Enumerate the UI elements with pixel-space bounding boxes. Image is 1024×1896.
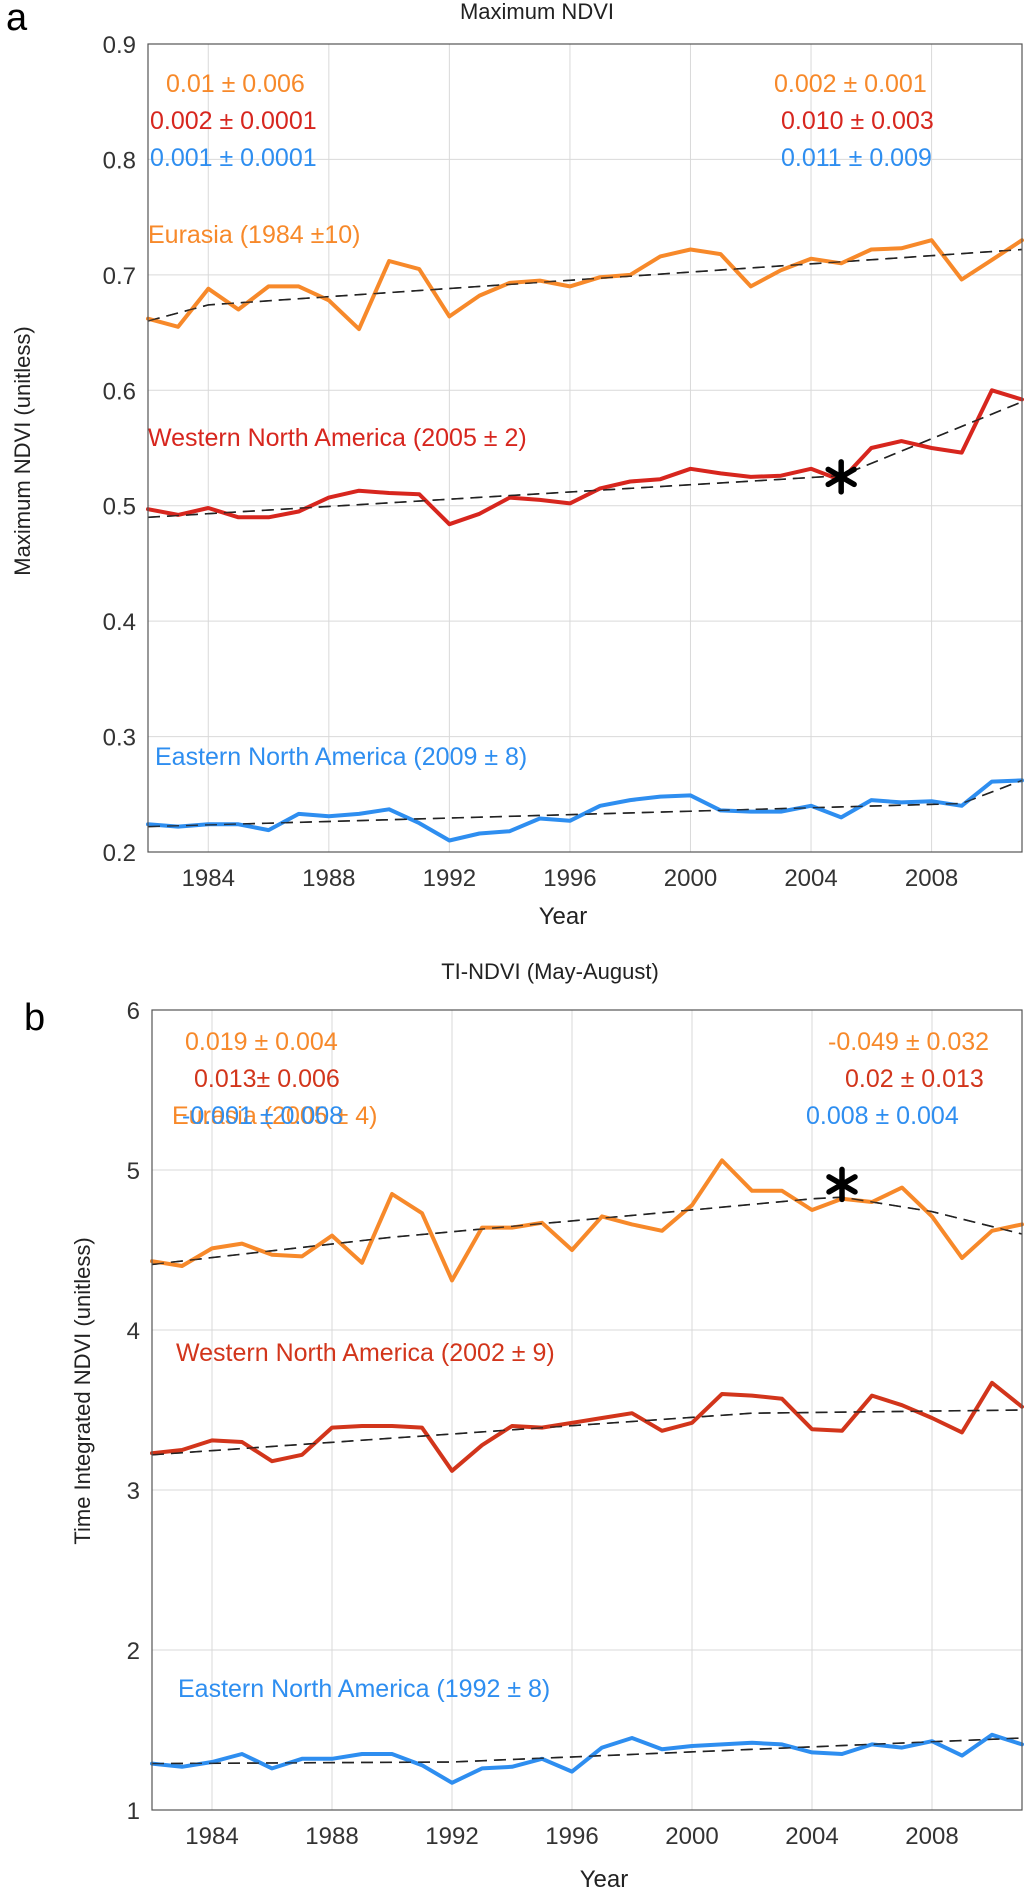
breakpoint-asterisk: [825, 459, 857, 495]
series-line-eastern: [146, 778, 1024, 843]
series-label-eastern: Eastern North America (2009 ± 8): [155, 743, 527, 771]
y-tick-label: 0.5: [103, 494, 136, 521]
x-tick-label: 1992: [425, 1823, 478, 1850]
series-line-western: [150, 1380, 1024, 1473]
y-tick-label: 6: [127, 998, 140, 1025]
x-axis-label: Year: [539, 903, 588, 930]
trend-line-overlay-eastern: [147, 779, 1023, 828]
trend-line-overlay-western: [147, 401, 1023, 518]
trend-line-western: [151, 1409, 1023, 1456]
x-tick-label: 2008: [905, 865, 958, 892]
y-tick-label: 0.3: [103, 725, 136, 752]
y-tick-label: 2: [127, 1638, 140, 1665]
y-tick-label: 4: [127, 1318, 140, 1345]
x-tick-label: 1988: [305, 1823, 358, 1850]
y-tick-label: 5: [127, 1158, 140, 1185]
x-tick-label: 1996: [545, 1823, 598, 1850]
series-line-eurasia: [146, 238, 1024, 332]
y-tick-label: 0.7: [103, 263, 136, 290]
asterisk-stroke: [826, 1174, 858, 1195]
stats-left-western: 0.013± 0.006: [194, 1065, 340, 1093]
x-tick-label: 2000: [664, 865, 717, 892]
asterisk-stroke: [825, 466, 857, 488]
trend-line-overlay-eastern: [151, 1737, 1023, 1765]
series-label-eastern: Eastern North America (1992 ± 8): [178, 1675, 550, 1703]
x-axis-label: Year: [580, 1866, 629, 1891]
x-tick-label: 2004: [785, 1823, 838, 1850]
panel-letter: b: [24, 997, 45, 1039]
trend-line-overlay-eurasia: [147, 248, 1023, 322]
trend-line-overlay-western: [151, 1409, 1023, 1456]
x-tick-label: 1988: [302, 865, 355, 892]
y-tick-label: 1: [127, 1798, 140, 1825]
y-tick-label: 0.8: [103, 147, 136, 174]
series-label-western: Western North America (2002 ± 9): [176, 1339, 555, 1367]
stats-right-western: 0.02 ± 0.013: [845, 1065, 984, 1093]
stats-right-eurasia: 0.002 ± 0.001: [774, 70, 927, 98]
series-line-western: [146, 388, 1024, 527]
stats-right-eastern: 0.011 ± 0.009: [781, 144, 932, 172]
y-tick-label: 0.6: [103, 378, 136, 405]
stats-left-eastern: -0.001 ± 0.008: [182, 1102, 343, 1130]
plot-frame: [147, 43, 1023, 853]
y-tick-label: 0.2: [103, 840, 136, 867]
trend-line-overlay-eurasia: [151, 1196, 1023, 1266]
x-tick-label: 2000: [665, 1823, 718, 1850]
y-axis-label: Time Integrated NDVI (unitless): [70, 1237, 95, 1544]
stats-left-eastern: 0.001 ± 0.0001: [150, 144, 317, 172]
stats-left-western: 0.002 ± 0.0001: [150, 107, 317, 135]
panel-b: b TI-NDVI (May-August) Time Integrated N…: [24, 959, 1024, 1893]
stats-left-eurasia: 0.019 ± 0.004: [185, 1028, 338, 1056]
chart-title: TI-NDVI (May-August): [441, 959, 659, 984]
y-tick-label: 0.4: [103, 609, 136, 636]
y-tick-label: 0.9: [103, 32, 136, 59]
stats-right-eastern: 0.008 ± 0.004: [806, 1102, 959, 1130]
x-tick-label: 1992: [423, 865, 476, 892]
x-tick-label: 2004: [784, 865, 837, 892]
chart-title: Maximum NDVI: [460, 0, 614, 24]
plot-frame: [151, 1009, 1023, 1811]
breakpoint-asterisk: [826, 1166, 858, 1203]
y-axis-label: Maximum NDVI (unitless): [10, 326, 35, 575]
series-line-eurasia: [150, 1158, 1024, 1283]
panel-a: a Maximum NDVI Maximum NDVI (unitless) Y…: [6, 0, 1024, 930]
trend-line-western: [147, 401, 1023, 519]
stats-right-eurasia: -0.049 ± 0.032: [828, 1028, 989, 1056]
panel-letter: a: [6, 0, 28, 39]
series-label-eurasia: Eurasia (2005 ± 4): [172, 1102, 378, 1130]
series-line-eastern: [150, 1732, 1024, 1785]
x-tick-label: 2008: [905, 1823, 958, 1850]
y-tick-label: 3: [127, 1478, 140, 1505]
stats-left-eurasia: 0.01 ± 0.006: [166, 70, 305, 98]
x-tick-label: 1984: [185, 1823, 238, 1850]
x-tick-label: 1984: [182, 865, 235, 892]
series-label-eurasia: Eurasia (1984 ±10): [148, 221, 360, 249]
series-label-western: Western North America (2005 ± 2): [148, 424, 527, 452]
stats-right-western: 0.010 ± 0.003: [781, 107, 934, 135]
x-tick-label: 1996: [543, 865, 596, 892]
